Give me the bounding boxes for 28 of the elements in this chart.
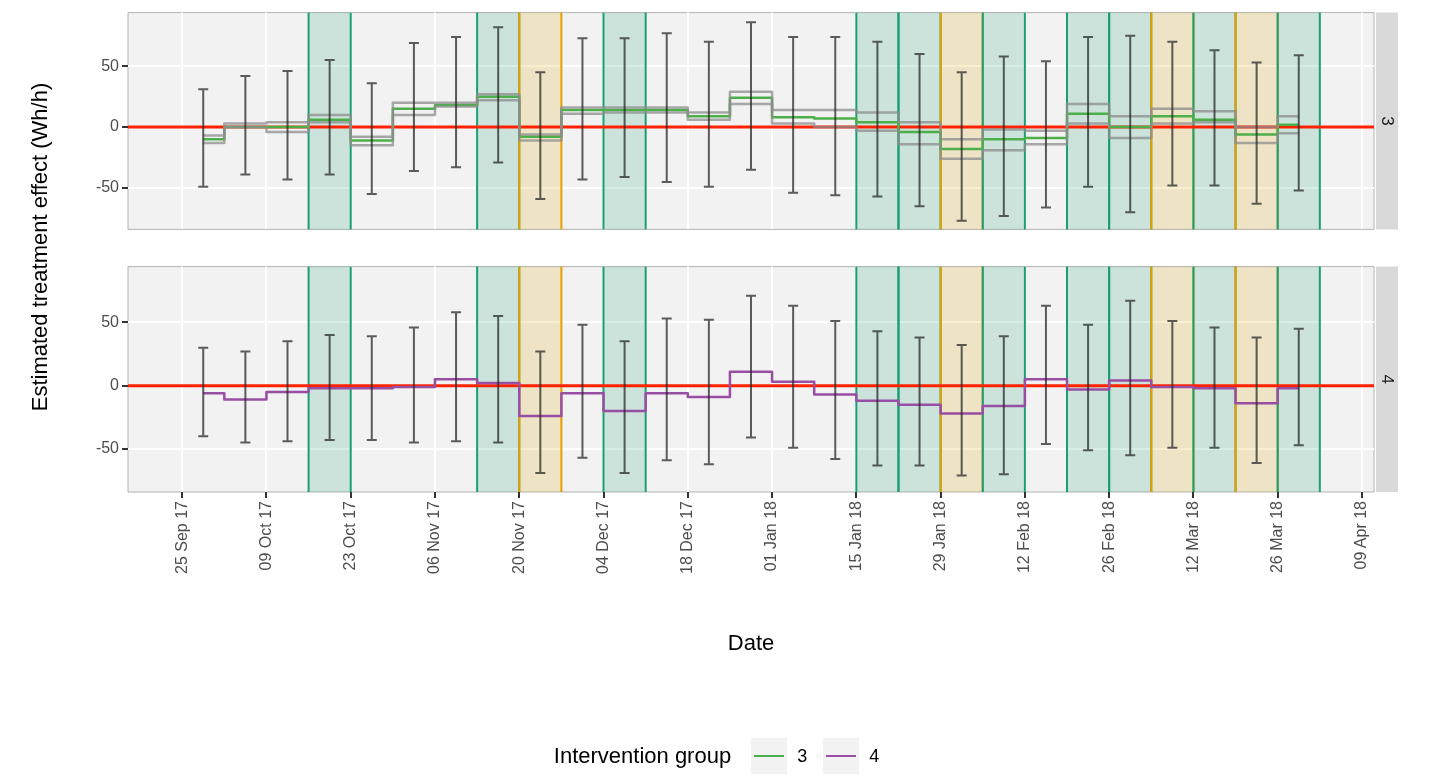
x-tick-label: 25 Sep 17	[172, 500, 190, 574]
x-tick-label: 26 Feb 18	[1099, 500, 1117, 574]
x-tick-label: 12 Mar 18	[1183, 500, 1201, 574]
legend-title: Intervention group	[553, 743, 732, 769]
legend-label: 3	[797, 745, 808, 767]
legend-label: 4	[869, 745, 880, 767]
x-tick-label: 12 Feb 18	[1015, 500, 1033, 574]
x-tick-label: 29 Jan 18	[931, 500, 949, 572]
y-tick-label: -50	[95, 439, 120, 457]
text: 4	[1378, 374, 1398, 385]
y-tick-label: -50	[95, 178, 120, 196]
y-tick-label: 50	[101, 56, 120, 74]
y-axis-title: Estimated treatment effect (Wh/h)	[27, 82, 53, 412]
x-tick-label: 23 Oct 17	[341, 500, 359, 571]
x-tick-label: 09 Apr 18	[1352, 500, 1370, 570]
x-axis-title: Date	[727, 629, 775, 655]
x-tick-label: 18 Dec 17	[678, 500, 696, 574]
y-tick-label: 0	[110, 117, 120, 135]
x-tick-label: 20 Nov 17	[509, 500, 527, 574]
x-tick-label: 04 Dec 17	[593, 500, 611, 574]
x-tick-label: 15 Jan 18	[846, 500, 864, 572]
x-tick-label: 01 Jan 18	[762, 500, 780, 572]
x-tick-label: 09 Oct 17	[256, 500, 274, 571]
text: 3	[1378, 116, 1398, 126]
x-tick-label: 06 Nov 17	[425, 500, 443, 574]
y-tick-label: 50	[101, 312, 120, 330]
x-tick-label: 26 Mar 18	[1268, 500, 1286, 574]
y-tick-label: 0	[110, 376, 120, 394]
